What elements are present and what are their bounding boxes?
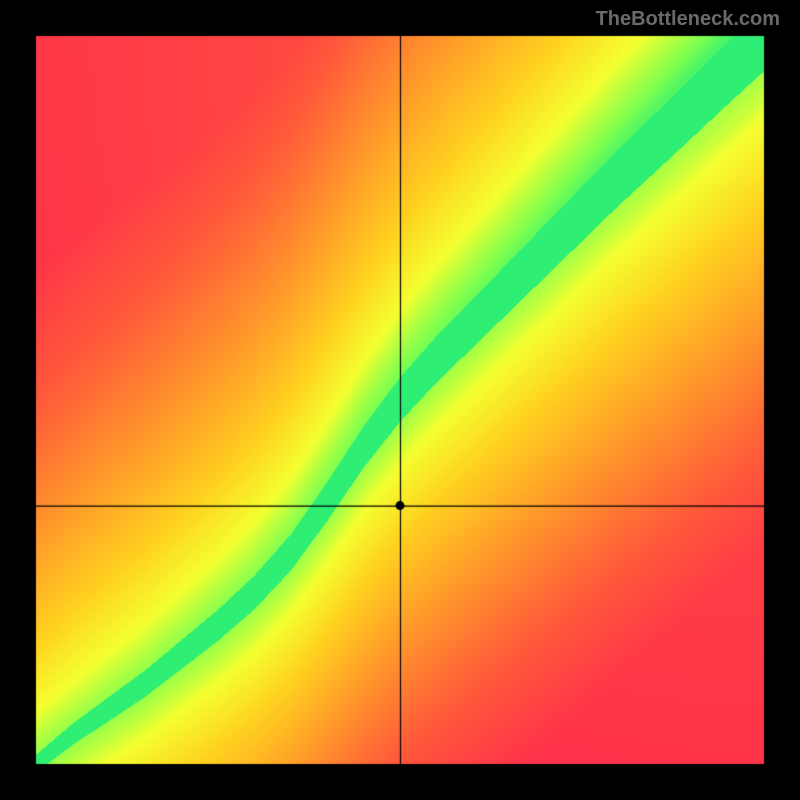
heatmap-canvas [0,0,800,800]
watermark-text: TheBottleneck.com [596,8,780,31]
chart-container: TheBottleneck.com [0,0,800,800]
